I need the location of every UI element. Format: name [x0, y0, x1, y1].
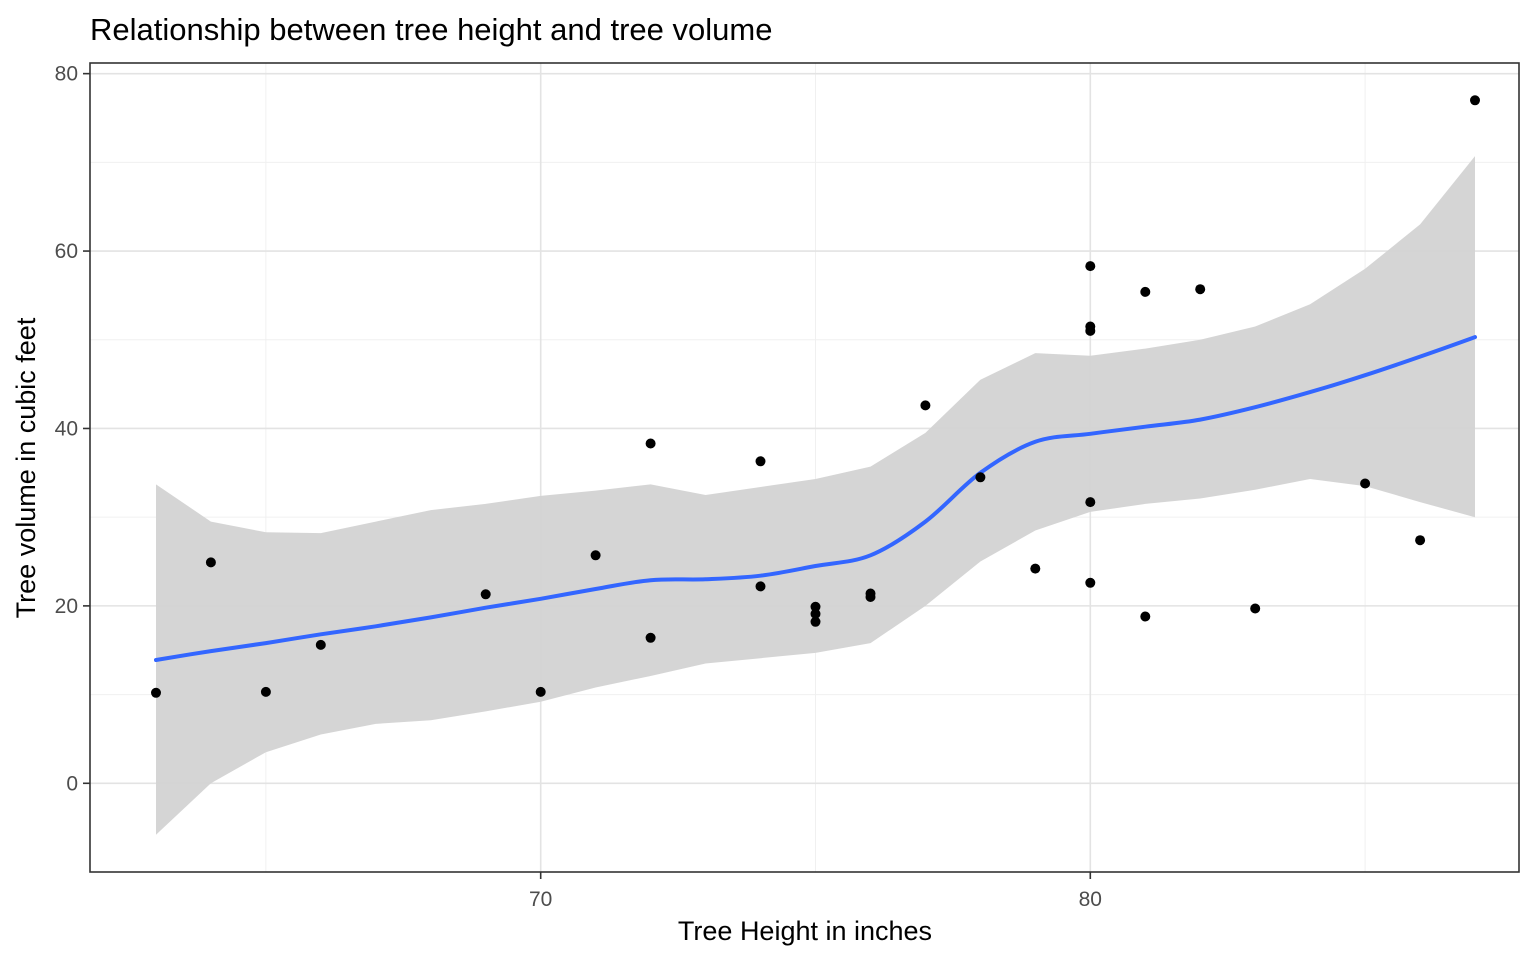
panel-border	[89, 62, 1520, 873]
data-point	[1085, 497, 1096, 508]
data-point	[260, 686, 271, 697]
data-point	[315, 639, 326, 650]
x-axis-label: Tree Height in inches	[678, 916, 932, 946]
data-point	[1415, 535, 1426, 546]
data-point	[645, 438, 656, 449]
data-points	[151, 95, 1480, 698]
data-point	[755, 581, 766, 592]
smooth-line	[154, 335, 1477, 662]
data-point	[865, 592, 876, 602]
y-tick-label: 80	[55, 63, 78, 86]
x-tick-label: 70	[529, 888, 552, 911]
axes: 70 80 0 20 40 60 80	[55, 63, 1102, 911]
data-point	[1140, 286, 1151, 297]
data-point	[1085, 325, 1096, 336]
chart-title: Relationship between tree height and tre…	[90, 12, 773, 47]
y-tick-label: 60	[55, 240, 78, 263]
y-axis-label: Tree volume in cubic feet	[11, 317, 41, 618]
data-point	[1140, 611, 1151, 622]
y-tick-label: 20	[55, 595, 78, 618]
data-point	[1030, 563, 1041, 574]
x-tick-label: 80	[1079, 888, 1102, 911]
y-tick-label: 0	[66, 772, 78, 795]
data-point	[810, 616, 821, 627]
data-point	[1085, 261, 1096, 272]
data-point	[1195, 284, 1206, 295]
data-point	[151, 687, 161, 698]
data-point	[535, 686, 546, 697]
data-point	[1360, 478, 1371, 489]
data-point	[810, 601, 821, 612]
data-point	[1085, 577, 1096, 588]
data-point	[975, 472, 986, 483]
data-point	[1470, 95, 1480, 106]
y-tick-label: 40	[55, 417, 78, 440]
confidence-band	[156, 156, 1475, 835]
data-point	[590, 550, 601, 561]
data-point	[205, 557, 216, 568]
data-point	[480, 589, 491, 600]
data-point	[920, 400, 931, 411]
data-point	[755, 456, 766, 467]
data-point	[1250, 603, 1261, 614]
data-point	[645, 632, 656, 643]
data-point	[810, 608, 821, 619]
